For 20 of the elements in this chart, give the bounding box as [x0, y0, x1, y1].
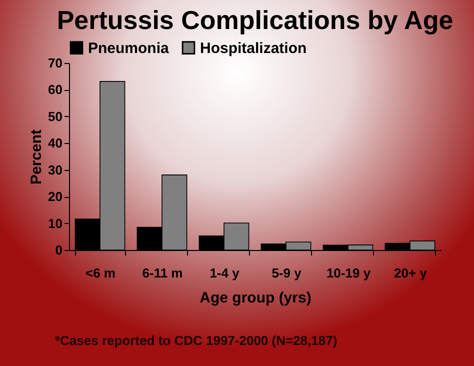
- x-tick-label: 20+ y: [394, 266, 428, 280]
- y-tick-label: 40: [48, 136, 62, 151]
- chart-title: Pertussis Complications by Age: [56, 5, 454, 35]
- y-tick-label: 30: [48, 162, 62, 178]
- x-tick-label: <6 m: [86, 266, 116, 280]
- y-tick-label: 70: [48, 56, 62, 70]
- x-tick-label: 5-9 y: [272, 266, 302, 280]
- y-tick-label: 50: [48, 108, 62, 124]
- y-tick-label: 10: [48, 216, 62, 231]
- y-tick-label: 0: [55, 242, 62, 258]
- x-tick-label: 6-11 m: [142, 266, 183, 280]
- y-tick-label: 60: [48, 82, 62, 98]
- y-tick-label: 20: [48, 189, 62, 204]
- x-tick-label: 1-4 y: [210, 266, 240, 280]
- legend-label: Pneumonia: [88, 40, 170, 57]
- x-tick-label: 10-19 y: [326, 266, 372, 280]
- text: *Cases reported to CDC 1997-2000 (N=28,187): [55, 333, 338, 348]
- legend-label: Hospitalization: [200, 40, 307, 57]
- x-axis-title: Age group (yrs): [200, 290, 312, 306]
- y-axis-title: Percent: [28, 129, 46, 185]
